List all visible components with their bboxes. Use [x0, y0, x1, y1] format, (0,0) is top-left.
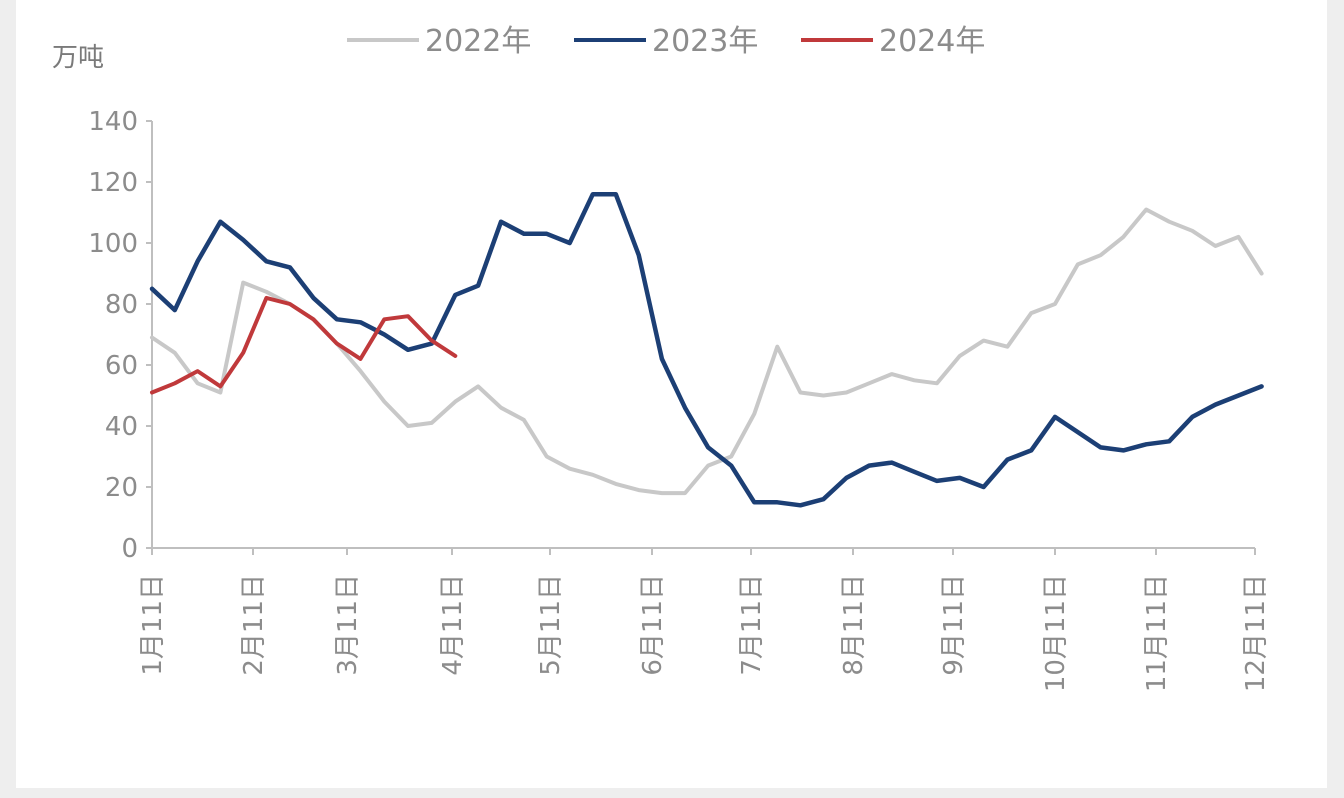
x-tick-label: 7月11日: [737, 574, 767, 676]
legend-label-1: 2022年: [425, 24, 531, 59]
legend-label-2: 2023年: [652, 24, 758, 59]
chart-panel: 2022年 2023年 2024年 万吨 0 20 40 60 80 100 120 140 1月1…: [16, 0, 1327, 788]
y-tick-label: 80: [105, 290, 138, 320]
x-tick-label: 3月11日: [333, 574, 363, 676]
x-tick-label: 12月11日: [1241, 574, 1271, 692]
x-tick-label: 6月11日: [638, 574, 668, 676]
legend: 2022年 2023年 2024年: [347, 24, 985, 59]
x-tick-label: 11月11日: [1142, 574, 1172, 692]
y-tick-label: 40: [105, 412, 138, 442]
x-tick-label: 5月11日: [536, 574, 566, 676]
series-line-1: [150, 207, 1264, 496]
x-tick-label: 9月11日: [939, 574, 969, 676]
y-unit-label: 万吨: [52, 43, 104, 73]
y-tick-label: 140: [88, 107, 138, 137]
series-line-3: [150, 295, 458, 395]
x-tick-label: 2月11日: [239, 574, 269, 676]
axes: 0 20 40 60 80 100 120 140 1月11日 2月11日 3月11日 4月11日 5月…: [88, 107, 1271, 692]
y-tick-label: 100: [88, 229, 138, 259]
x-tick-label: 4月11日: [438, 574, 468, 676]
legend-label-3: 2024年: [879, 24, 985, 59]
y-tick-label: 0: [121, 534, 138, 564]
y-tick-label: 60: [105, 351, 138, 381]
y-tick-label: 20: [105, 473, 138, 503]
x-tick-label: 1月11日: [138, 574, 168, 676]
line-chart: 2022年 2023年 2024年 万吨 0 20 40 60 80 100 120 140 1月1…: [52, 24, 1271, 692]
x-tick-label: 10月11日: [1041, 574, 1071, 692]
x-tick-label: 8月11日: [839, 574, 869, 676]
series-line-2: [149, 191, 1264, 508]
y-tick-label: 120: [88, 168, 138, 198]
series-lines: [149, 191, 1264, 508]
